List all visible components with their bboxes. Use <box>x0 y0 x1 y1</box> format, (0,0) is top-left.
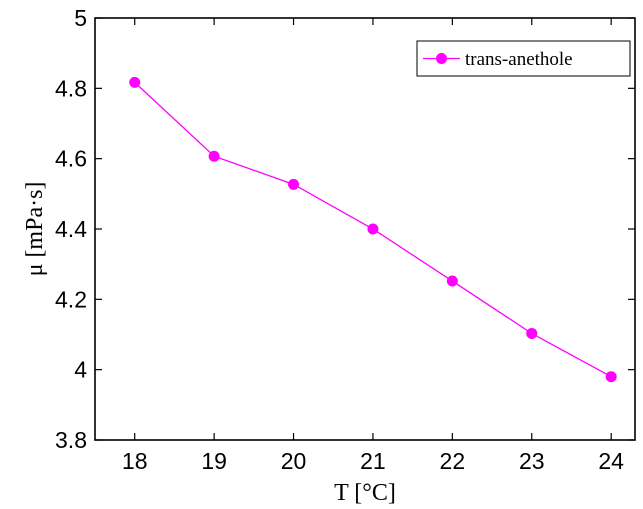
plot-frame <box>94 17 636 441</box>
data-point <box>129 76 141 88</box>
y-tick-label: 4.2 <box>55 286 87 312</box>
x-tick-label: 21 <box>360 448 386 474</box>
y-tick-label: 4.4 <box>55 216 87 242</box>
x-tick-label: 18 <box>122 448 148 474</box>
axis-labels: T [°C] μ [mPa·s] <box>22 182 396 506</box>
y-tick-label: 4.6 <box>55 146 87 172</box>
y-tick-label: 5 <box>74 5 87 31</box>
y-tick-label: 4 <box>74 357 87 383</box>
x-tick-label: 24 <box>598 448 624 474</box>
x-tick-label: 19 <box>201 448 227 474</box>
legend: trans-anethole <box>416 40 631 77</box>
data-point <box>208 150 220 162</box>
y-tick-label: 4.8 <box>55 75 87 101</box>
data-point <box>446 275 458 287</box>
plot-background <box>95 18 635 440</box>
y-axis-label: μ [mPa·s] <box>22 182 48 277</box>
x-tick-label: 20 <box>281 448 307 474</box>
legend-label: trans-anethole <box>465 49 573 70</box>
legend-marker <box>436 53 447 64</box>
series-layer <box>129 76 617 383</box>
x-tick-label: 22 <box>440 448 466 474</box>
data-point <box>367 223 379 235</box>
data-point <box>526 327 538 339</box>
x-axis-label: T [°C] <box>334 480 396 506</box>
y-tick-label: 3.8 <box>55 427 87 453</box>
data-point <box>288 178 300 190</box>
data-point <box>605 371 617 383</box>
ticks-layer: 18 19 20 21 22 23 24 3.8 4 4.2 4.4 4.6 4.8 5 <box>55 5 635 474</box>
x-tick-label: 23 <box>519 448 545 474</box>
